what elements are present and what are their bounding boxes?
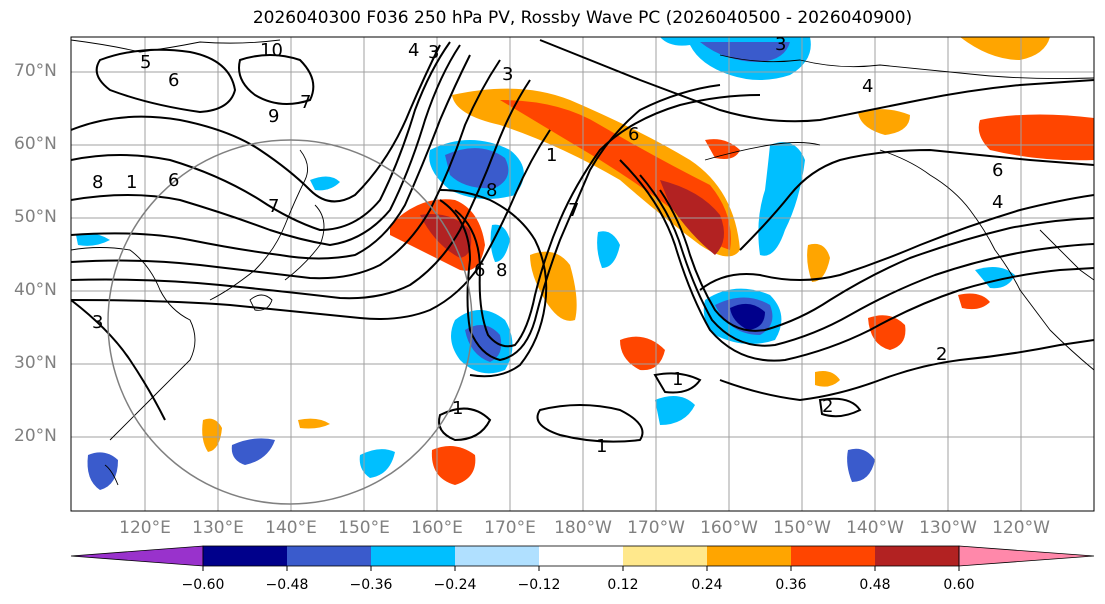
colorbar-segment: [539, 546, 623, 566]
contour-label: 1: [126, 172, 137, 193]
colorbar-tick-label: −0.60: [181, 577, 225, 593]
map-title: 2026040300 F036 250 hPa PV, Rossby Wave …: [252, 8, 913, 28]
lon-label: 140°W: [846, 518, 904, 538]
colorbar-segment: [791, 546, 875, 566]
lon-label: 130°E: [192, 518, 244, 538]
lon-label: 170°E: [484, 518, 536, 538]
contour-label: 3: [502, 64, 513, 85]
contour-label: 1: [596, 436, 607, 457]
contour-label: 5: [140, 52, 151, 73]
colorbar: [70, 545, 1095, 571]
contour-label: 4: [408, 40, 419, 61]
colorbar-segment: [203, 546, 287, 566]
lon-label: 150°W: [773, 518, 831, 538]
contour-label: 10: [260, 40, 283, 61]
contour-label: 2: [936, 344, 947, 365]
lon-label: 180°W: [554, 518, 612, 538]
contour-label: 8: [92, 172, 103, 193]
colorbar-tick-label: 0.48: [859, 577, 891, 593]
radius-circle: [107, 139, 473, 505]
contour-label: 6: [992, 160, 1003, 181]
colorbar-max-extension: [958, 545, 1095, 567]
lat-label: 70°N: [14, 61, 57, 81]
contour-label: 1: [546, 145, 557, 166]
lat-label: 60°N: [14, 134, 57, 154]
contour-label: 8: [486, 180, 497, 201]
contour-label: 3: [428, 42, 439, 63]
lat-label: 20°N: [14, 426, 57, 446]
colorbar-tick-label: 0.36: [775, 577, 807, 593]
lon-label: 140°E: [265, 518, 317, 538]
contour-label: 4: [862, 76, 873, 97]
colorbar-tick-label: 0.12: [607, 577, 639, 593]
contour-label: 7: [268, 196, 279, 217]
contour-label: 1: [452, 398, 463, 419]
lon-label: 170°W: [627, 518, 685, 538]
graticule: [71, 37, 1094, 511]
pv-contours: [71, 39, 1094, 443]
contour-label: 8: [496, 260, 507, 281]
contour-label: 7: [568, 200, 579, 221]
colorbar-segment: [623, 546, 707, 566]
contour-label: 6: [168, 70, 179, 91]
colorbar-tick-label: −0.36: [349, 577, 393, 593]
colorbar-tick-label: 0.60: [943, 577, 975, 593]
lon-label: 130°W: [919, 518, 977, 538]
lat-label: 50°N: [14, 207, 57, 227]
lon-label: 150°E: [338, 518, 390, 538]
map-frame: [70, 36, 1095, 512]
contour-label: 6: [474, 260, 485, 281]
lon-label: 120°W: [992, 518, 1050, 538]
lat-label: 40°N: [14, 280, 57, 300]
colorbar-segment: [371, 546, 455, 566]
lat-label: 30°N: [14, 353, 57, 373]
contour-label: 2: [822, 396, 833, 417]
colorbar-min-extension: [70, 545, 204, 567]
colorbar-segment: [455, 546, 539, 566]
contour-label: 6: [628, 124, 639, 145]
contour-label: 9: [268, 106, 279, 127]
colorbar-segment: [875, 546, 959, 566]
contour-label: 3: [775, 34, 786, 55]
contour-label: 4: [992, 192, 1003, 213]
colorbar-tick-label: −0.24: [433, 577, 477, 593]
colorbar-tick-label: −0.48: [265, 577, 309, 593]
lon-label: 160°W: [700, 518, 758, 538]
contour-label: 1: [672, 369, 683, 390]
colorbar-segment: [287, 546, 371, 566]
contour-label: 3: [92, 312, 103, 333]
lon-label: 160°E: [411, 518, 463, 538]
coastlines: [71, 39, 1094, 486]
contour-labels: 5 6 10 4 3 9 7 1 8 6 1 3 6 4 6 4 8 7 6 8…: [92, 34, 1003, 457]
colorbar-tick-label: 0.24: [691, 577, 723, 593]
lon-label: 120°E: [119, 518, 171, 538]
contour-label: 7: [300, 92, 311, 113]
contour-label: 6: [168, 170, 179, 191]
colorbar-tick-label: −0.12: [517, 577, 561, 593]
colorbar-segment: [707, 546, 791, 566]
